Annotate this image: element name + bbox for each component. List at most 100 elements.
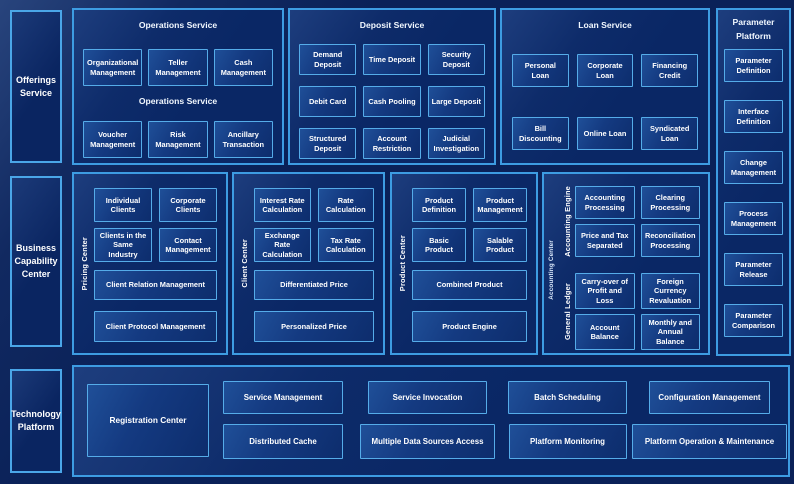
technology-platform-label: Technology Platform xyxy=(10,369,62,473)
operations-service-subtitle: Operations Service xyxy=(138,96,218,106)
box-ancillary-transaction: Ancillary Transaction xyxy=(213,121,273,158)
box-time-deposit: Time Deposit xyxy=(363,44,421,75)
box-batch-scheduling: Batch Scheduling xyxy=(508,381,627,414)
loan-service-title: Loan Service xyxy=(578,20,632,30)
parameter-platform-title: Parameter Platform xyxy=(732,17,775,41)
box-account-restriction: Account Restriction xyxy=(363,128,421,159)
box-cash-management: Cash Management xyxy=(213,49,273,86)
box-multiple-data-sources-access: Multiple Data Sources Access xyxy=(360,424,495,459)
box-change-management: Change Management xyxy=(724,151,783,184)
box-parameter-release: Parameter Release xyxy=(724,253,783,286)
box-contact-management: Contact Management xyxy=(159,228,217,262)
box-parameter-comparison: Parameter Comparison xyxy=(724,304,783,337)
box-tax-rate-calculation: Tax Rate Calculation xyxy=(317,228,374,262)
box-structured-deposit: Structured Deposit xyxy=(299,128,357,159)
general-ledger-group: General Ledger Carry-over of Profit and … xyxy=(559,273,700,350)
box-online-loan: Online Loan xyxy=(576,117,634,150)
box-reconciliation-processing: Reconciliation Processing xyxy=(640,224,700,257)
box-basic-product: Basic Product xyxy=(412,228,466,262)
offerings-service-label: Offerings Service xyxy=(10,10,62,163)
box-cash-pooling: Cash Pooling xyxy=(363,86,421,117)
box-corporate-loan: Corporate Loan xyxy=(576,54,634,87)
box-platform-monitoring: Platform Monitoring xyxy=(508,424,627,459)
business-capability-center-label: Business Capability Center xyxy=(10,176,62,347)
operations-service-title: Operations Service xyxy=(138,20,218,30)
product-pair-1: Product Definition Product Management xyxy=(412,188,527,222)
general-ledger-vertical-strip: General Ledger xyxy=(559,273,575,350)
product-pair-2: Basic Product Salable Product xyxy=(412,228,527,262)
product-center-vertical-label: Product Center xyxy=(397,235,407,292)
tech-column-3: Batch Scheduling Platform Monitoring xyxy=(508,381,627,459)
client-center-panel: Client Center Interest Rate Calculation … xyxy=(232,172,385,355)
client-pair-2: Exchange Rate Calculation Tax Rate Calcu… xyxy=(254,228,374,262)
box-personal-loan: Personal Loan xyxy=(512,54,569,87)
box-distributed-cache: Distributed Cache xyxy=(223,424,343,459)
box-product-management: Product Management xyxy=(473,188,527,222)
box-syndicated-loan: Syndicated Loan xyxy=(641,117,698,150)
product-center-content: Product Definition Product Management Ba… xyxy=(412,174,536,353)
box-process-management: Process Management xyxy=(724,202,783,235)
tech-column-4: Configuration Management Platform Operat… xyxy=(632,381,787,459)
box-monthly-and-annual-balance: Monthly and Annual Balance xyxy=(640,314,700,350)
box-product-engine: Product Engine xyxy=(412,311,527,342)
pricing-center-panel: Pricing Center Individual Clients Corpor… xyxy=(72,172,228,355)
box-exchange-rate-calculation: Exchange Rate Calculation xyxy=(254,228,311,262)
parameter-platform-panel: Parameter Platform Parameter Definition … xyxy=(716,8,791,356)
box-service-management: Service Management xyxy=(223,381,343,414)
box-rate-calculation: Rate Calculation xyxy=(317,188,374,222)
box-differentiated-price: Differentiated Price xyxy=(254,270,374,300)
box-voucher-management: Voucher Management xyxy=(83,121,143,158)
box-clients-same-industry: Clients in the Same Industry xyxy=(94,228,152,262)
accounting-engine-vertical-strip: Accounting Engine xyxy=(559,186,575,257)
deposit-service-panel: Deposit Service Demand Deposit Time Depo… xyxy=(288,8,496,165)
accounting-engine-group: Accounting Engine Accounting Processing … xyxy=(559,186,700,257)
pricing-center-vertical-label: Pricing Center xyxy=(79,236,89,291)
box-judicial-investigation: Judicial Investigation xyxy=(427,128,485,159)
box-parameter-definition: Parameter Definition xyxy=(724,49,783,82)
accounting-center-panel: Accounting Center Accounting Engine Acco… xyxy=(542,172,710,355)
pricing-pair-2: Clients in the Same Industry Contact Man… xyxy=(94,228,217,262)
general-ledger-grid: Carry-over of Profit and Loss Foreign Cu… xyxy=(575,273,700,350)
general-ledger-vertical-label: General Ledger xyxy=(562,282,572,341)
box-security-deposit: Security Deposit xyxy=(427,44,485,75)
box-personalized-price: Personalized Price xyxy=(254,311,374,342)
pricing-pair-1: Individual Clients Corporate Clients xyxy=(94,188,217,222)
box-account-balance: Account Balance xyxy=(575,314,635,350)
operations-row-1: Organizational Management Teller Managem… xyxy=(74,49,282,86)
box-clearing-processing: Clearing Processing xyxy=(640,186,700,219)
accounting-center-vertical-strip: Accounting Center xyxy=(544,186,559,353)
box-debit-card: Debit Card xyxy=(299,86,357,117)
tech-column-1: Service Management Distributed Cache xyxy=(223,381,343,459)
operations-row-2: Voucher Management Risk Management Ancil… xyxy=(74,121,282,158)
box-corporate-clients: Corporate Clients xyxy=(159,188,217,222)
box-teller-management: Teller Management xyxy=(148,49,208,86)
client-center-content: Interest Rate Calculation Rate Calculati… xyxy=(254,174,383,353)
operations-service-panel: Operations Service Organizational Manage… xyxy=(72,8,284,165)
box-client-protocol-management: Client Protocol Management xyxy=(94,311,217,342)
box-financing-credit: Financing Credit xyxy=(641,54,698,87)
box-carry-over-of-profit-and-loss: Carry-over of Profit and Loss xyxy=(575,273,635,309)
loan-service-panel: Loan Service Personal Loan Corporate Loa… xyxy=(500,8,710,165)
tech-column-2: Service Invocation Multiple Data Sources… xyxy=(360,381,495,459)
box-demand-deposit: Demand Deposit xyxy=(299,44,357,75)
box-interest-rate-calculation: Interest Rate Calculation xyxy=(254,188,311,222)
deposit-grid: Demand Deposit Time Deposit Security Dep… xyxy=(290,44,494,159)
loan-grid: Personal Loan Corporate Loan Financing C… xyxy=(502,54,708,150)
box-large-deposit: Large Deposit xyxy=(427,86,485,117)
box-individual-clients: Individual Clients xyxy=(94,188,152,222)
box-accounting-processing: Accounting Processing xyxy=(575,186,635,219)
product-center-vertical-strip: Product Center xyxy=(392,174,412,353)
box-organizational-management: Organizational Management xyxy=(83,49,143,86)
client-center-vertical-label: Client Center xyxy=(239,239,249,288)
accounting-center-vertical-label: Accounting Center xyxy=(548,239,555,300)
box-bill-discounting: Bill Discounting xyxy=(512,117,569,150)
product-center-panel: Product Center Product Definition Produc… xyxy=(390,172,538,355)
box-platform-operation-maintenance: Platform Operation & Maintenance xyxy=(632,424,787,459)
box-client-relation-management: Client Relation Management xyxy=(94,270,217,300)
client-center-vertical-strip: Client Center xyxy=(234,174,254,353)
accounting-groups: Accounting Engine Accounting Processing … xyxy=(559,186,700,353)
box-configuration-management: Configuration Management xyxy=(649,381,770,414)
box-service-invocation: Service Invocation xyxy=(368,381,487,414)
box-registration-center: Registration Center xyxy=(87,384,209,457)
